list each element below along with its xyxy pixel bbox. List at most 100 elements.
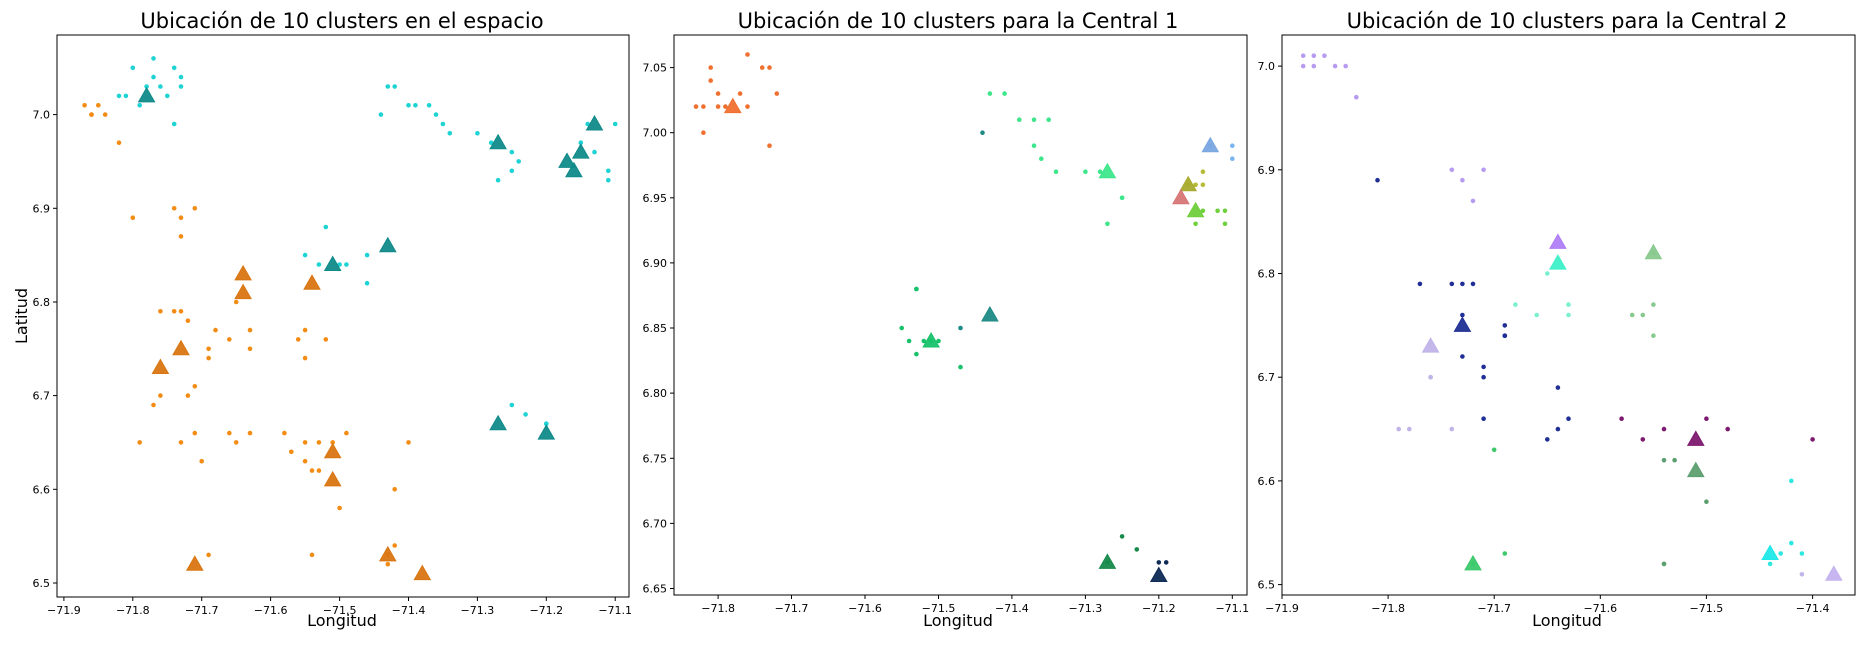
centroid-marker: [413, 564, 432, 581]
y-tick-label: 6.80: [643, 387, 668, 400]
data-point: [1481, 416, 1486, 422]
data-point: [1407, 426, 1412, 432]
data-point: [1545, 437, 1550, 442]
data-point: [206, 552, 211, 558]
data-point: [1810, 437, 1815, 442]
data-point: [1449, 167, 1455, 173]
data-point: [151, 56, 156, 61]
centroid-marker: [565, 161, 583, 178]
data-point: [509, 402, 515, 408]
centroid-marker: [489, 414, 507, 431]
data-point: [213, 327, 218, 333]
data-point: [1053, 169, 1059, 174]
data-point: [282, 430, 287, 436]
x-tick-label: −71.6: [1583, 602, 1617, 615]
data-point: [1343, 63, 1348, 69]
centroid-marker: [1549, 233, 1567, 249]
centroid-marker: [1686, 461, 1705, 478]
centroid-marker: [137, 86, 156, 103]
data-point: [1002, 91, 1007, 96]
data-point: [1017, 117, 1022, 122]
y-tick-label: 6.6: [33, 483, 51, 496]
data-point: [936, 338, 941, 344]
data-point: [1704, 499, 1709, 505]
data-point: [1222, 221, 1228, 227]
x-tick-label: −71.3: [1069, 602, 1103, 615]
data-point: [392, 84, 398, 89]
data-point: [178, 74, 184, 80]
data-point: [171, 309, 177, 314]
data-point: [227, 337, 232, 342]
plot-frame: [673, 34, 1248, 596]
y-tick-label: 7.0: [33, 109, 51, 122]
data-point: [1778, 551, 1783, 556]
data-point: [708, 78, 713, 83]
data-point: [344, 430, 349, 436]
data-point: [509, 149, 515, 155]
data-point: [1311, 63, 1317, 69]
data-point: [578, 140, 584, 145]
data-point: [1230, 143, 1235, 148]
data-point: [1449, 281, 1455, 287]
data-point: [165, 93, 170, 99]
x-tick-label: −71.7: [775, 602, 809, 615]
data-point: [1193, 221, 1198, 227]
centroid-marker: [1549, 254, 1567, 270]
x-tick-label: −71.9: [1265, 602, 1299, 615]
data-point: [1767, 561, 1773, 567]
data-point: [1460, 312, 1465, 318]
data-point: [406, 103, 411, 108]
data-point: [1661, 457, 1667, 463]
data-point: [178, 440, 184, 445]
data-point: [1083, 169, 1088, 174]
y-tick-label: 6.7: [1258, 371, 1276, 384]
data-point: [192, 206, 198, 211]
y-tick-label: 6.9: [33, 202, 51, 215]
data-point: [199, 458, 204, 464]
data-point: [612, 121, 618, 127]
centroid-marker: [1098, 162, 1117, 179]
data-point: [1046, 117, 1051, 122]
data-point: [1031, 143, 1037, 148]
data-point: [1640, 437, 1646, 442]
x-tick-label: −71.4: [1796, 602, 1830, 615]
data-point: [192, 384, 198, 389]
data-point: [701, 104, 706, 109]
y-tick-label: 6.7: [33, 390, 51, 403]
data-point: [1031, 117, 1037, 122]
data-point: [1193, 182, 1198, 188]
centroid-marker: [537, 424, 556, 440]
data-point: [1789, 540, 1794, 546]
centroid-marker: [1098, 553, 1117, 569]
data-point: [1481, 374, 1486, 380]
centroid-marker: [378, 545, 397, 562]
data-point: [96, 103, 101, 108]
data-point: [206, 355, 211, 361]
data-point: [116, 140, 122, 145]
data-point: [1200, 182, 1206, 188]
x-tick-label: −71.1: [598, 604, 632, 617]
data-point: [495, 177, 501, 183]
data-point: [302, 458, 308, 464]
data-point: [323, 224, 329, 230]
x-tick-label: −71.5: [922, 602, 956, 615]
data-point: [1481, 364, 1486, 370]
data-point: [316, 440, 322, 445]
data-point: [1555, 426, 1561, 432]
data-point: [708, 65, 713, 70]
data-point: [447, 131, 453, 136]
y-tick-label: 6.8: [33, 296, 51, 309]
data-point: [171, 206, 177, 211]
data-point: [1619, 416, 1624, 422]
data-point: [1428, 374, 1433, 380]
data-point: [116, 93, 122, 99]
x-tick-label: −71.4: [995, 602, 1029, 615]
data-point: [1545, 271, 1550, 276]
data-point: [440, 121, 446, 127]
data-point: [1449, 426, 1455, 432]
data-point: [1354, 94, 1359, 100]
data-point: [185, 393, 191, 398]
data-point: [1789, 478, 1794, 484]
